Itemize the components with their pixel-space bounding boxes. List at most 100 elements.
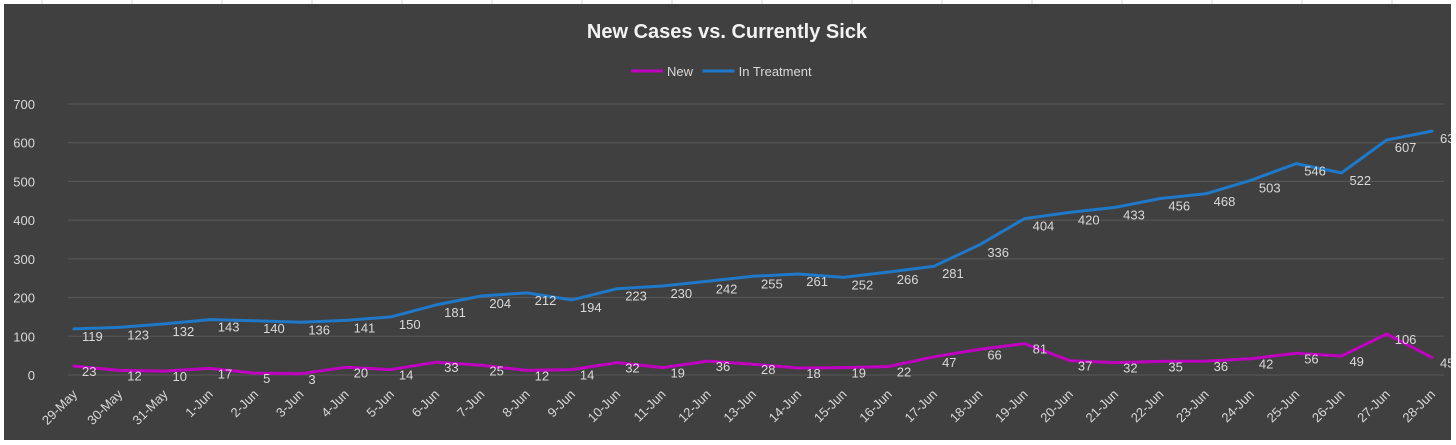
data-label: 242 [716,281,738,296]
data-label: 204 [489,296,511,311]
data-label: 20 [354,365,368,380]
x-tick-label: 5-Jun [363,387,397,421]
legend-label: New [667,64,694,79]
x-tick-label: 19-Jun [992,387,1031,426]
data-label: 12 [535,368,549,383]
y-tick-label: 100 [13,329,35,344]
y-tick-label: 300 [13,252,35,267]
data-label: 123 [127,327,149,342]
x-tick-label: 3-Jun [273,387,307,421]
x-tick-label: 15-Jun [811,387,850,426]
data-label: 17 [218,366,232,381]
chart-area[interactable]: New Cases vs. Currently Sick New In Treat… [4,4,1451,440]
data-label: 37 [1078,359,1092,374]
data-label: 119 [82,329,103,344]
data-label: 12 [127,368,141,383]
x-tick-label: 29-May [39,386,81,428]
data-label: 143 [218,320,240,335]
data-label: 194 [580,300,602,315]
data-label: 132 [173,324,195,339]
x-tick-label: 31-May [129,386,171,428]
data-label: 23 [82,364,96,379]
y-tick-label: 600 [13,136,35,151]
data-label: 141 [354,320,376,335]
data-label: 45 [1440,356,1451,371]
x-tick-label: 30-May [84,386,126,428]
x-tick-label: 9-Jun [544,387,578,421]
data-label: 255 [761,276,783,291]
data-label: 25 [489,363,503,378]
series-line-new [74,334,1432,374]
data-label: 35 [1168,359,1182,374]
data-label: 607 [1395,140,1417,155]
x-tick-label: 13-Jun [720,387,759,426]
data-label: 36 [1214,359,1228,374]
x-tick-label: 28-Jun [1399,387,1438,426]
x-tick-label: 11-Jun [631,387,669,425]
data-label: 136 [308,322,330,337]
data-label: 14 [399,368,413,383]
x-tick-label: 17-Jun [901,387,940,426]
x-tick-label: 20-Jun [1037,387,1076,426]
data-label: 32 [625,361,639,376]
data-label: 5 [263,371,270,386]
x-tick-label: 10-Jun [585,387,624,426]
data-label: 42 [1259,357,1273,372]
x-tick-label: 21-Jun [1083,387,1122,426]
data-label: 420 [1078,212,1100,227]
y-tick-label: 500 [13,174,35,189]
data-label: 433 [1123,207,1145,222]
x-tick-label: 4-Jun [318,387,352,421]
x-tick-label: 22-Jun [1128,387,1167,426]
data-label: 261 [806,274,828,289]
legend: New In Treatment [631,64,812,79]
series-line-in-treatment [74,131,1432,329]
data-label: 18 [806,366,820,381]
data-label: 106 [1395,332,1417,347]
series-lines [74,131,1432,374]
x-tick-label: 6-Jun [409,387,443,421]
x-tick-label: 25-Jun [1264,387,1303,426]
data-label: 28 [761,362,775,377]
data-label: 32 [1123,361,1137,376]
data-label: 81 [1033,342,1047,357]
data-label: 19 [852,366,866,381]
data-label: 47 [942,355,956,370]
y-tick-label: 0 [28,368,35,383]
line-chart: New Cases vs. Currently Sick New In Treat… [4,4,1451,440]
data-label: 266 [897,272,919,287]
x-tick-label: 18-Jun [947,387,986,426]
data-label: 19 [670,366,684,381]
data-label: 150 [399,317,421,332]
data-label: 503 [1259,180,1281,195]
data-label: 140 [263,321,285,336]
data-label: 14 [580,368,594,383]
x-tick-label: 7-Jun [454,387,488,421]
x-tick-label: 16-Jun [856,387,895,426]
data-label: 56 [1304,351,1318,366]
x-tick-label: 24-Jun [1218,387,1257,426]
x-tick-label: 23-Jun [1173,387,1212,426]
data-label: 404 [1033,219,1055,234]
x-tick-label: 1-Jun [182,387,216,421]
data-label: 546 [1304,164,1326,179]
data-label: 468 [1214,194,1236,209]
data-label: 522 [1349,173,1371,188]
data-label: 49 [1349,354,1363,369]
legend-label: In Treatment [739,64,812,79]
data-label: 630 [1440,131,1451,146]
x-tick-label: 14-Jun [766,387,805,426]
data-label: 181 [444,305,466,320]
data-label: 456 [1168,198,1190,213]
x-tick-label: 2-Jun [228,387,262,421]
data-label: 36 [716,359,730,374]
data-label: 66 [987,347,1001,362]
data-label: 336 [987,245,1009,260]
x-tick-label: 26-Jun [1309,387,1348,426]
data-label: 281 [942,266,964,281]
x-tick-label: 12-Jun [675,387,714,426]
chart-title: New Cases vs. Currently Sick [587,21,868,43]
x-tick-label: 8-Jun [499,387,533,421]
data-label: 33 [444,360,458,375]
y-axis: 0 100 200 300 400 500 600 700 [13,97,35,383]
